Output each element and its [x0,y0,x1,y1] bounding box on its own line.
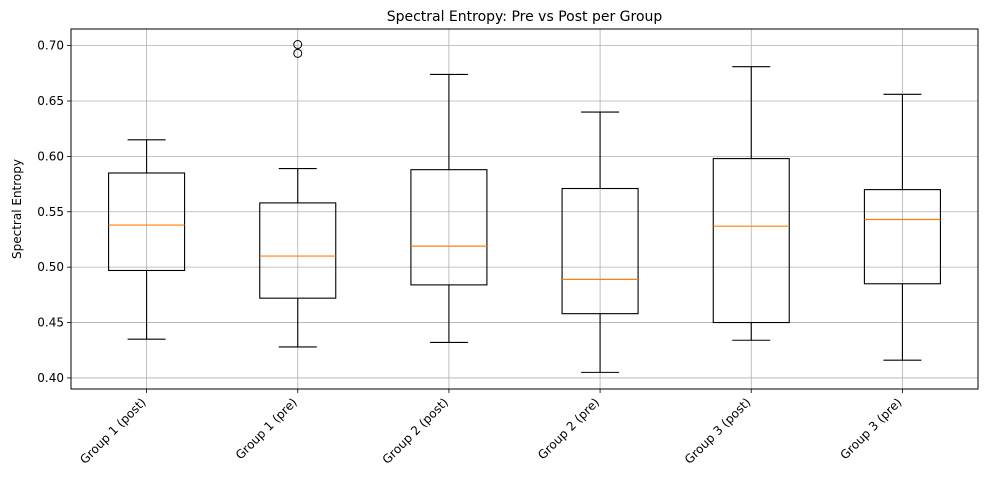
y-axis-label: Spectral Entropy [10,159,24,259]
box-plot-group [108,139,186,340]
x-tick-label: Group 2 (post) [380,395,451,466]
y-tick-label: 0.50 [37,260,64,274]
x-tick-label: Group 1 (post) [77,395,148,466]
interquartile-box [259,202,337,299]
chart-title: Spectral Entropy: Pre vs Post per Group [387,9,663,25]
y-tick-label: 0.60 [37,149,64,163]
box-plot-group [561,111,639,373]
interquartile-box [712,158,790,324]
outlier-point [293,48,303,58]
box-plot-group [863,93,941,361]
x-tick-label: Group 3 (pre) [837,395,904,462]
box-plot-series [108,40,941,373]
interquartile-box [561,187,639,315]
y-tick-label: 0.55 [37,205,64,219]
interquartile-box [108,172,186,272]
box-plot-group [259,40,337,348]
grid-lines [71,29,978,389]
box-plot-group [410,73,488,344]
x-tick-label: Group 1 (pre) [233,395,300,462]
y-tick-label: 0.40 [37,371,64,385]
plot-area-frame [70,28,979,390]
interquartile-box [410,169,488,286]
interquartile-box [863,189,941,285]
y-tick-label: 0.65 [37,94,64,108]
y-tick-label: 0.45 [37,316,64,330]
y-tick-label: 0.70 [37,39,64,53]
outlier-point [293,40,303,50]
x-tick-label: Group 2 (pre) [535,395,602,462]
x-tick-label: Group 3 (post) [682,395,753,466]
box-plot-group [712,66,790,341]
axis-ticks: 0.40 0.45 0.50 0.55 0.60 0.65 0.70 Group 1 (pos… [37,39,904,467]
